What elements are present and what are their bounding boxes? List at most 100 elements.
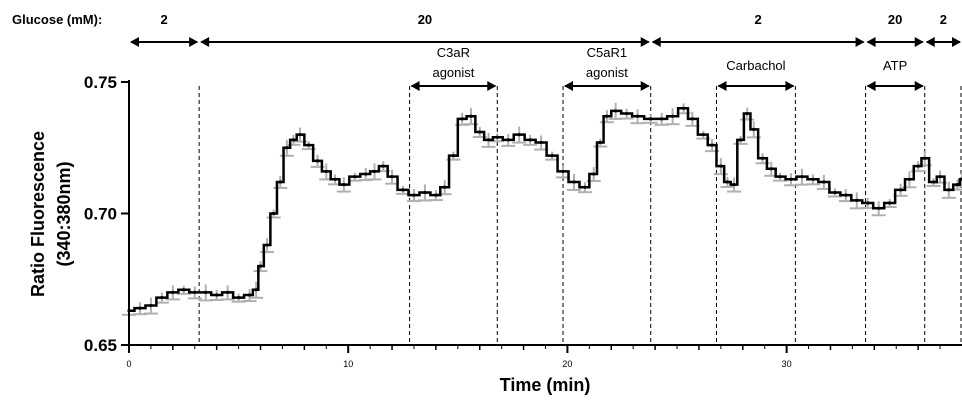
data-point-0-75 [833,190,837,195]
data-point-0-57 [671,114,675,118]
x-axis-label: Time (min) [500,375,591,395]
data-point-0-72 [800,175,804,179]
data-point-0-34 [443,185,447,189]
treatment-arrow-2-right-head [785,81,795,91]
data-point-0-2 [149,303,153,308]
data-point-0-45 [550,154,554,158]
treatment-arrow-3-right-head [914,81,924,91]
data-point-0-59 [690,117,694,121]
data-point-0-41 [506,138,510,142]
y-tick-label-2: 0.75 [84,73,117,92]
x-tick-label-3: 30 [782,359,792,369]
data-point-0-3 [160,296,164,300]
data-point-0-78 [866,201,870,205]
data-point-0-50 [598,140,602,145]
data-point-0-43 [528,138,532,142]
data-point-0-19 [298,133,302,137]
axes: 0.65 0.70 0.75 0 10 20 30 [84,73,962,369]
data-point-0-88 [956,182,960,187]
data-point-0-24 [342,182,346,187]
glucose-arrow-4-left-head [925,37,935,47]
data-point-0-49 [592,172,596,176]
treatment-arrow-0-left-head [410,81,420,91]
data-point-0-82 [907,177,911,181]
data-point-0-55 [649,117,653,121]
data-point-0-81 [899,188,903,192]
data-point-0-51 [605,114,609,118]
data-point-0-70 [778,175,782,179]
data-point-0-84 [923,156,927,160]
data-point-0-22 [324,169,328,174]
data-point-0-7 [204,290,208,294]
data-point-0-20 [307,143,311,147]
data-point-0-67 [752,127,756,131]
data-point-0-18 [291,138,296,142]
data-point-0-66 [745,111,749,116]
data-point-0-80 [888,201,892,205]
data-point-0-40 [495,135,499,139]
data-point-0-15 [272,211,276,216]
treatment-arrow-1-right-head [640,81,650,91]
glucose-arrow-3-left-head [866,37,876,47]
x-tick-label-2: 20 [562,359,572,369]
treatment-arrow-0-right-head [487,81,497,91]
data-point-0-11 [247,293,252,297]
data-point-0-83 [916,164,920,168]
data-point-0-74 [822,180,826,184]
treatment-periods: C3aR agonist C5aR1 agonist Carbachol ATP [410,45,924,91]
x-tick-label-1: 10 [343,359,353,369]
y-tick-label-1: 0.70 [84,205,117,224]
glucose-header-label: Glucose (mM): [12,12,102,27]
data-point-0-38 [478,130,482,134]
treatment-label-1-line1: C5aR1 [587,45,627,60]
glucose-label-0: 2 [160,12,167,27]
data-point-0-60 [701,133,705,137]
data-point-0-68 [760,156,765,160]
data-series [127,106,962,313]
data-point-0-47 [572,180,576,184]
data-point-0-28 [381,164,385,168]
data-point-0-53 [625,111,629,116]
data-point-0-39 [486,138,491,142]
data-point-0-86 [938,175,942,179]
data-point-0-5 [182,288,186,292]
data-point-0-8 [215,293,219,297]
data-point-0-52 [614,109,618,113]
glucose-label-1: 20 [418,12,432,27]
treatment-arrow-2-left-head [717,81,727,91]
treatment-label-1-line2: agonist [586,65,628,80]
data-point-0-56 [660,117,664,121]
y-axis-label-line1: Ratio Fluorescence [28,131,48,297]
y-axis-label-line2: (340:380nm) [54,161,74,266]
data-point-0-6 [193,290,197,294]
data-point-0-27 [372,169,377,174]
data-point-0-25 [353,175,357,179]
glucose-arrow-0-right-head [189,37,199,47]
data-point-0-44 [539,140,543,145]
data-point-0-48 [583,185,587,189]
data-point-0-54 [635,114,640,118]
data-point-0-35 [451,154,456,158]
glucose-arrow-3-right-head [914,37,924,47]
glucose-label-4: 2 [940,12,947,27]
data-point-0-69 [769,167,773,171]
glucose-label-2: 2 [755,12,762,27]
treatment-arrow-3-left-head [866,81,876,91]
data-point-0-42 [517,133,521,137]
glucose-arrow-1-left-head [200,37,210,47]
treatment-arrow-1-left-head [564,81,574,91]
x-tick-label-0: 0 [126,359,131,369]
data-point-0-73 [811,177,815,181]
data-point-0-87 [947,188,951,192]
data-point-0-9 [226,290,230,294]
data-point-0-31 [412,193,416,197]
data-point-0-33 [434,193,438,197]
error-bars [122,102,962,316]
data-point-0-36 [460,117,464,121]
data-point-0-37 [469,114,473,118]
data-point-0-29 [390,175,394,179]
data-point-0-71 [789,177,793,181]
data-point-0-4 [171,290,175,294]
data-point-0-62 [719,164,723,168]
